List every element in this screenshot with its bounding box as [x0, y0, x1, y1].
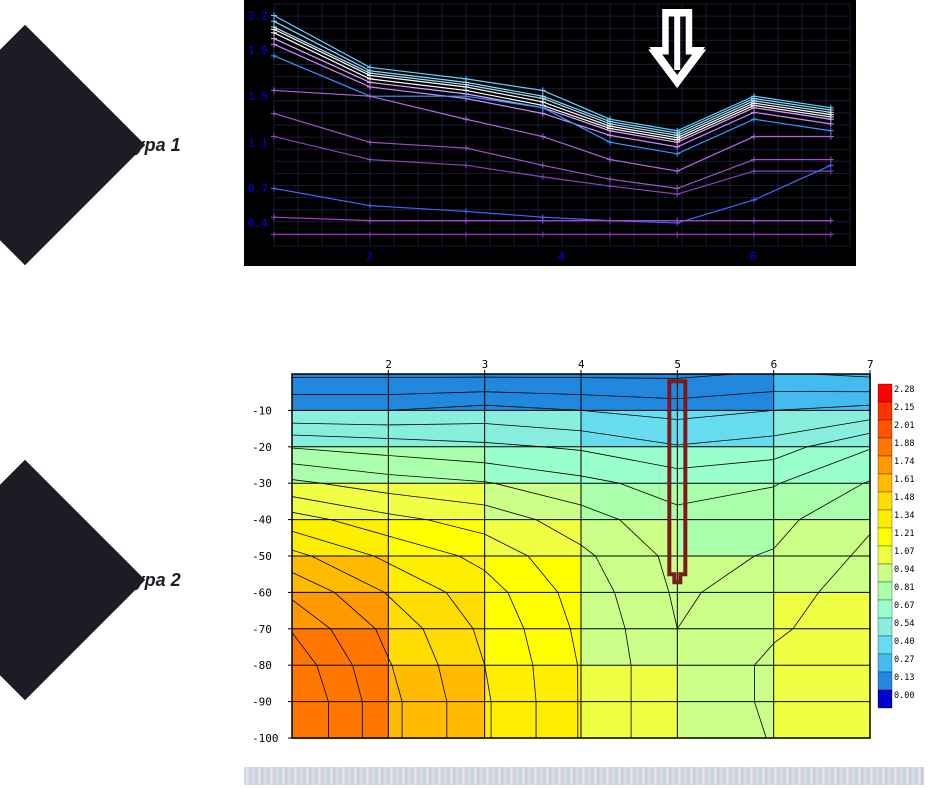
svg-text:1.74: 1.74 — [894, 457, 914, 467]
svg-text:6: 6 — [771, 358, 778, 371]
svg-text:-10: -10 — [252, 404, 272, 417]
svg-text:0.81: 0.81 — [894, 583, 914, 593]
svg-text:-50: -50 — [252, 550, 272, 563]
svg-text:7: 7 — [867, 358, 874, 371]
svg-text:2.2: 2.2 — [248, 10, 268, 23]
svg-text:0.7: 0.7 — [248, 182, 268, 195]
svg-text:-70: -70 — [252, 623, 272, 636]
figure1-label: Фигура 1 — [100, 135, 181, 156]
heatmap-chart-figure2: 2 3 4 5 6 7 -10 -20 -30 -40 -50 -60 -70 -80 -90 -100 2.2… — [244, 356, 924, 746]
svg-text:1.88: 1.88 — [894, 439, 914, 449]
svg-text:1.61: 1.61 — [894, 475, 914, 485]
svg-text:-90: -90 — [252, 696, 272, 709]
svg-text:2: 2 — [366, 250, 373, 263]
noise-strip — [244, 767, 924, 785]
svg-text:0.13: 0.13 — [894, 673, 914, 683]
svg-text:0.27: 0.27 — [894, 655, 914, 665]
svg-text:2: 2 — [385, 358, 392, 371]
figure2-label: Фигура 2 — [100, 570, 181, 591]
svg-text:0.00: 0.00 — [894, 691, 914, 701]
svg-text:2.01: 2.01 — [894, 421, 914, 431]
svg-text:1.1: 1.1 — [248, 136, 268, 149]
heatmap-svg: 2 3 4 5 6 7 -10 -20 -30 -40 -50 -60 -70 -80 -90 -100 2.2… — [244, 356, 924, 746]
svg-text:2.15: 2.15 — [894, 403, 914, 413]
svg-text:-20: -20 — [252, 441, 272, 454]
svg-text:0.54: 0.54 — [894, 619, 914, 629]
svg-text:0.67: 0.67 — [894, 601, 914, 611]
svg-text:-100: -100 — [252, 732, 279, 745]
svg-text:3: 3 — [482, 358, 489, 371]
svg-text:0.40: 0.40 — [894, 637, 914, 647]
svg-text:1.34: 1.34 — [894, 511, 914, 521]
svg-text:-30: -30 — [252, 477, 272, 490]
svg-text:1.48: 1.48 — [894, 493, 914, 503]
svg-text:2.28: 2.28 — [894, 385, 914, 395]
svg-text:0.4: 0.4 — [248, 217, 268, 230]
svg-text:1.9: 1.9 — [248, 44, 268, 57]
svg-text:1.07: 1.07 — [894, 547, 914, 557]
svg-text:4: 4 — [578, 358, 585, 371]
svg-text:-60: -60 — [252, 586, 272, 599]
svg-text:1.21: 1.21 — [894, 529, 914, 539]
line-chart-svg: 0.4 0.7 1.1 1.5 1.9 2.2 2 4 6 — [244, 0, 856, 266]
svg-text:-80: -80 — [252, 659, 272, 672]
svg-text:0.94: 0.94 — [894, 565, 914, 575]
svg-text:6: 6 — [750, 250, 757, 263]
svg-text:-40: -40 — [252, 514, 272, 527]
svg-text:4: 4 — [558, 250, 565, 263]
svg-text:1.5: 1.5 — [248, 90, 268, 103]
svg-text:5: 5 — [674, 358, 681, 371]
line-chart-figure1: 0.4 0.7 1.1 1.5 1.9 2.2 2 4 6 — [244, 0, 856, 266]
